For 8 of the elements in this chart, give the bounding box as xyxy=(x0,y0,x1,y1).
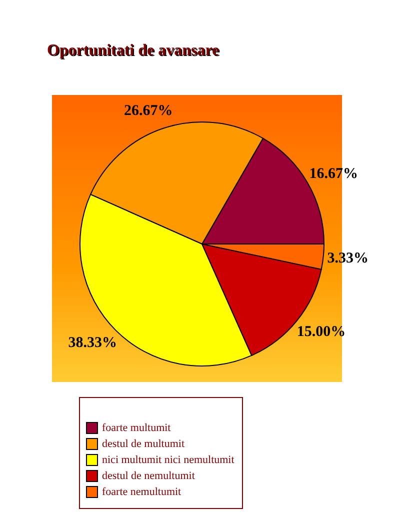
legend-label: destul de multumit xyxy=(102,438,184,450)
legend-label: nici multumit nici nemultumit xyxy=(102,454,234,466)
legend-label: destul de nemultumit xyxy=(102,470,195,482)
data-label: 38.33% xyxy=(68,335,118,352)
legend-label: foarte nemultumit xyxy=(102,486,182,498)
data-label: 26.67% xyxy=(124,102,173,119)
legend-label: foarte multumit xyxy=(102,422,171,434)
chart-title: Oportunitati de avansare xyxy=(47,42,220,60)
